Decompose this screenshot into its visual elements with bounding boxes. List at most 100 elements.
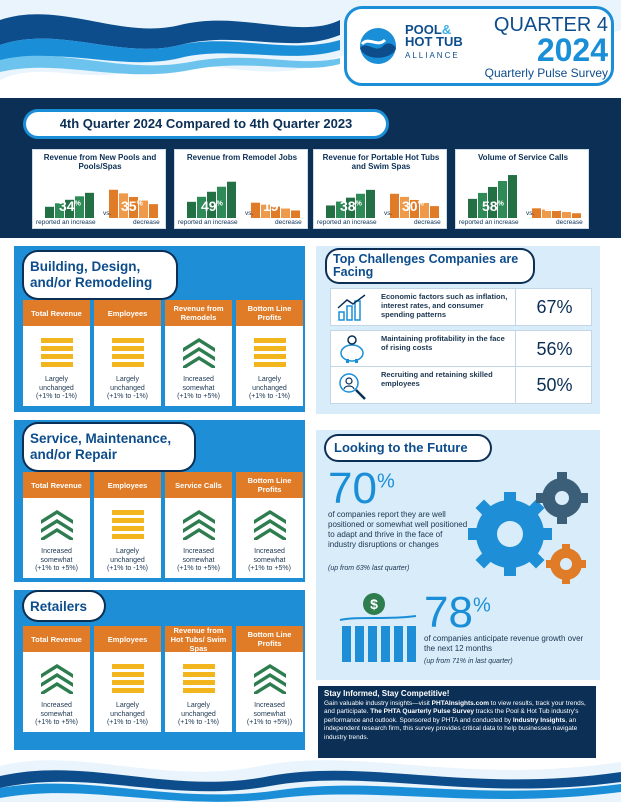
increase-bar bbox=[197, 196, 206, 218]
metric-status-line3: (+1% to +5%) bbox=[35, 565, 78, 572]
increase-pct: 49% bbox=[201, 198, 223, 214]
challenge-pct: 50% bbox=[515, 367, 593, 403]
chevron-up-increase-icon bbox=[254, 510, 286, 540]
decrease-bar bbox=[390, 193, 399, 218]
metric-status-line2: unchanged bbox=[39, 384, 74, 392]
decrease-bar bbox=[129, 196, 138, 218]
decrease-bar bbox=[281, 208, 290, 218]
challenge-pct: 67% bbox=[515, 289, 593, 325]
metric-status-line2: somewhat bbox=[40, 710, 73, 718]
decrease-bar bbox=[430, 206, 439, 218]
increase-label: reported an increase bbox=[459, 219, 519, 226]
metric-status-line2: somewhat bbox=[253, 710, 286, 718]
decrease-bar bbox=[149, 204, 158, 218]
logo-amp: & bbox=[441, 22, 452, 37]
metric-header: Total Revenue bbox=[23, 626, 90, 652]
decrease-pct: 12% bbox=[544, 198, 566, 214]
decrease-bar bbox=[532, 208, 541, 218]
info-body-4: , an independent research firm, this sur… bbox=[324, 716, 578, 741]
vs-label: vs. bbox=[245, 210, 254, 217]
flat-bars-unchanged-icon bbox=[41, 338, 73, 367]
metric-status-line1: Largely bbox=[116, 702, 139, 709]
increase-pct: 38% bbox=[340, 198, 362, 214]
info-firm: Industry Insights bbox=[512, 716, 566, 724]
metric-status-line3: (+1% to +5%) bbox=[35, 719, 78, 726]
increase-bar bbox=[346, 197, 355, 218]
stat-card-title: Volume of Service Calls bbox=[477, 153, 569, 162]
vs-label: vs. bbox=[384, 210, 393, 217]
metric-header: Bottom Line Profits bbox=[236, 472, 303, 498]
metric-cell: Employees Largely unchanged (+1% to -1%) bbox=[94, 472, 161, 578]
increase-decrease-bars bbox=[326, 189, 439, 218]
decrease-bar bbox=[119, 193, 128, 218]
stat-card-title: Revenue from Remodel Jobs bbox=[186, 153, 298, 162]
metric-cell: Total Revenue Increased somewhat (+1% to +5… bbox=[23, 472, 90, 578]
metric-status-line3: (+1% to -1%) bbox=[35, 393, 78, 400]
metric-status-line1: Increased bbox=[254, 548, 285, 555]
increase-decrease-bars bbox=[187, 181, 300, 218]
challenge-pct: 56% bbox=[515, 331, 593, 367]
info-link[interactable]: PHTAInsights.com bbox=[431, 699, 489, 707]
decrease-bar bbox=[109, 189, 118, 218]
section-title-retailers: Retailers bbox=[24, 592, 104, 620]
increase-bar bbox=[498, 180, 507, 218]
metric-status-line1: Increased bbox=[183, 548, 214, 555]
flat-bars-unchanged-icon bbox=[254, 338, 286, 367]
increase-pct: 34% bbox=[59, 198, 81, 214]
metric-status-line1: Increased bbox=[183, 376, 214, 383]
metric-cell: Total Revenue Increased somewhat (+1% to +5… bbox=[23, 626, 90, 732]
pool-hot-tub-alliance-logo: POOL& HOT TUB ALLIANCE bbox=[405, 22, 475, 62]
increase-decrease-bars bbox=[45, 189, 158, 218]
challenge-row: Economic factors such as inflation, inte… bbox=[330, 288, 592, 326]
metric-status-line2: somewhat bbox=[182, 556, 215, 564]
metric-status-line1: Increased bbox=[41, 702, 72, 709]
future-stat1-value: 70% bbox=[328, 464, 395, 513]
increase-bar bbox=[75, 196, 84, 218]
logo-line1: POOL bbox=[405, 22, 442, 37]
decrease-label: decrease bbox=[275, 219, 302, 226]
increase-decrease-bars bbox=[468, 175, 581, 218]
increase-bar bbox=[366, 189, 375, 218]
decrease-bar bbox=[410, 199, 419, 218]
metric-status-line2: unchanged bbox=[110, 384, 145, 392]
gears-icon bbox=[468, 472, 588, 584]
decrease-bar bbox=[261, 204, 270, 218]
challenges-title: Top Challenges Companies are Facing bbox=[327, 250, 533, 282]
decrease-bar bbox=[552, 210, 561, 218]
section-title-service: Service, Maintenance, and/or Repair bbox=[24, 424, 194, 470]
metric-status-line3: (+1% to +5%) bbox=[248, 565, 291, 572]
logo-line2: HOT TUB bbox=[405, 34, 463, 49]
vs-label: vs. bbox=[526, 210, 535, 217]
economy-chart-icon bbox=[337, 294, 366, 321]
metric-status-line1: Largely bbox=[258, 376, 281, 383]
decrease-bar bbox=[572, 213, 581, 218]
metric-status-line1: Largely bbox=[45, 376, 68, 383]
challenge-row: Recruiting and retaining skilled employe… bbox=[330, 366, 592, 404]
metric-status-line1: Largely bbox=[187, 702, 210, 709]
stat-card-service-calls: Volume of Service Calls 58% 12% reported… bbox=[455, 149, 589, 229]
metric-header: Service Calls bbox=[165, 472, 232, 498]
metric-cell: Bottom Line Profits Increased somewhat (+1%… bbox=[236, 472, 303, 578]
metric-status-line3: (+1% to +5%) bbox=[177, 393, 220, 400]
metric-status-line2: somewhat bbox=[40, 556, 73, 564]
future-stat2-text: of companies anticipate revenue growth o… bbox=[424, 634, 584, 653]
challenge-text: Maintaining profitability in the face of… bbox=[381, 334, 505, 352]
decrease-bar bbox=[251, 202, 260, 218]
metric-header: Employees bbox=[94, 626, 161, 652]
metric-header: Employees bbox=[94, 472, 161, 498]
year-label: 2024 bbox=[536, 32, 608, 68]
metric-header: Bottom Line Profits bbox=[236, 626, 303, 652]
chevron-up-increase-icon bbox=[183, 338, 215, 368]
decrease-pct: 30% bbox=[402, 198, 424, 214]
decrease-bar bbox=[291, 210, 300, 218]
decrease-label: decrease bbox=[414, 219, 441, 226]
info-body-1: Gain valuable industry insights—visit bbox=[324, 699, 432, 707]
chevron-up-increase-icon bbox=[41, 510, 73, 540]
metric-cell: Revenue from Remodels Increased somewhat (+… bbox=[165, 300, 232, 406]
info-body-3: tracks the Pool & Hot Tub industry's per… bbox=[324, 708, 579, 724]
challenge-text: Economic factors such as inflation, inte… bbox=[381, 292, 508, 319]
decrease-bar bbox=[271, 206, 280, 218]
increase-bar bbox=[55, 203, 64, 218]
increase-label: reported an increase bbox=[36, 219, 96, 226]
metric-cell: Employees Largely unchanged (+1% to -1%) bbox=[94, 626, 161, 732]
